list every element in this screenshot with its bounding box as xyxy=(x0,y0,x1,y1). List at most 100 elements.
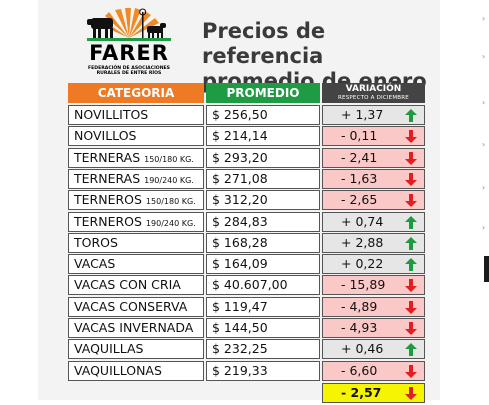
farer-logo: FARER Federación de Asociaciones Rurales… xyxy=(85,6,173,78)
variation-cell: - 0,11 xyxy=(322,126,425,147)
table-row: VAQUILLAS $ 232,25 + 0,46 xyxy=(68,339,425,360)
price-cell: $ 40.607,00 xyxy=(206,275,320,296)
variation-cell: + 0,22 xyxy=(322,254,425,275)
category-cell: VAQUILLAS xyxy=(68,339,204,360)
scrollbar-thumb[interactable] xyxy=(484,256,489,282)
category-cell: TERNERAS 190/240 KG. xyxy=(68,168,204,189)
price-cell: $ 144,50 xyxy=(206,318,320,338)
category-cell: VACAS CON CRIA xyxy=(68,275,204,296)
category-cell: VACAS INVERNADA xyxy=(68,318,204,338)
variation-cell: - 4,93 xyxy=(322,318,425,338)
price-cell: $ 232,25 xyxy=(206,339,320,360)
price-cell: $ 219,33 xyxy=(206,360,320,381)
variation-value: - 4,89 xyxy=(341,298,378,314)
table-row: TOROS $ 168,28 + 2,88 xyxy=(68,232,425,253)
variation-value: - 2,65 xyxy=(341,192,378,208)
variation-header-label: VARIACIÓN xyxy=(345,84,402,94)
variation-cell: - 4,89 xyxy=(322,296,425,317)
variation-value: + 0,46 xyxy=(341,341,384,357)
arrow-up-icon xyxy=(405,343,417,357)
variation-cell: - 6,60 xyxy=(322,360,425,381)
variation-header-sub: RESPECTO A DICIEMBRE xyxy=(338,95,409,101)
variation-value: - 0,11 xyxy=(341,128,378,144)
variation-value: - 2,41 xyxy=(341,149,378,165)
variation-cell: + 2,88 xyxy=(322,232,425,253)
arrow-down-icon xyxy=(405,130,417,144)
category-cell: VACAS CONSERVA xyxy=(68,296,204,317)
category-spec: 190/240 KG. xyxy=(145,218,196,228)
table-row: VACAS $ 164,09 + 0,22 xyxy=(68,254,425,275)
variation-value: - 15,89 xyxy=(341,277,386,293)
table-row: TERNEROS 150/180 KG. $ 312,20- 2,65 xyxy=(68,190,425,211)
category-name: TERNEROS xyxy=(74,192,142,208)
variation-cell: - 2,65 xyxy=(322,190,425,211)
price-cell: $ 214,14 xyxy=(206,126,320,147)
logo-wordmark: FARER xyxy=(89,41,169,65)
variation-value: + 0,74 xyxy=(341,213,384,229)
table-row: TERNERAS 150/180 KG. $ 293,20- 2,41 xyxy=(68,147,425,168)
arrow-down-icon xyxy=(405,300,417,314)
variation-cell: - 1,63 xyxy=(322,168,425,189)
chevron-right-icon[interactable]: › xyxy=(482,140,486,149)
chevron-right-icon[interactable]: › xyxy=(482,223,486,232)
variation-cell: + 1,37 xyxy=(322,105,425,125)
category-name: TERNERAS xyxy=(74,149,141,165)
arrow-up-icon xyxy=(405,109,417,122)
chevron-right-icon[interactable]: › xyxy=(482,14,486,23)
arrow-down-icon xyxy=(405,364,417,378)
table-row: VAQUILLONAS $ 219,33 - 6,60 xyxy=(68,360,425,381)
variation-value: - 6,60 xyxy=(341,362,378,378)
category-spec: 190/240 KG. xyxy=(144,175,194,185)
variation-cell: + 0,46 xyxy=(322,339,425,360)
price-cell: $ 119,47 xyxy=(206,296,320,317)
variation-cell: - 15,89 xyxy=(322,275,425,296)
arrow-up-icon xyxy=(405,258,417,272)
chevron-right-icon[interactable]: › xyxy=(482,98,486,107)
total-variation-value: - 2,57 xyxy=(341,384,382,400)
category-cell: NOVILLOS xyxy=(68,126,204,147)
price-cell: $ 293,20 xyxy=(206,147,320,168)
variation-value: + 0,22 xyxy=(341,256,384,272)
chevron-right-icon[interactable]: › xyxy=(482,52,486,61)
chevron-right-icon[interactable]: › xyxy=(482,183,486,192)
right-side-panel: › › › › › › xyxy=(440,0,489,400)
arrow-down-icon xyxy=(405,151,417,165)
sunburst-cattle-icon xyxy=(87,8,171,41)
price-cell: $ 271,08 xyxy=(206,168,320,189)
price-cell: $ 168,28 xyxy=(206,232,320,253)
arrow-down-icon xyxy=(405,172,417,186)
category-cell: VACAS xyxy=(68,254,204,275)
category-cell: TERNEROS 190/240 KG. xyxy=(68,211,204,232)
table-row: VACAS INVERNADA $ 144,50 - 4,93 xyxy=(68,318,425,338)
category-name: VAQUILLONAS xyxy=(74,362,162,378)
arrow-down-icon xyxy=(405,279,417,293)
table-row: VACAS CON CRIA $ 40.607,00 - 15,89 xyxy=(68,275,425,296)
category-header: CATEGORIA xyxy=(68,83,204,103)
arrow-up-icon xyxy=(405,215,417,229)
variation-value: - 4,93 xyxy=(341,320,378,335)
arrow-down-icon xyxy=(405,322,417,335)
category-spec: 150/180 KG. xyxy=(144,154,194,164)
category-name: TERNEROS xyxy=(74,213,142,229)
arrow-down-icon xyxy=(405,386,417,400)
variation-cell: - 2,41 xyxy=(322,147,425,168)
arrow-up-icon xyxy=(405,236,417,250)
price-cell: $ 164,09 xyxy=(206,254,320,275)
price-cell: $ 284,83 xyxy=(206,211,320,232)
variation-header: VARIACIÓN RESPECTO A DICIEMBRE xyxy=(322,83,425,103)
arrow-down-icon xyxy=(405,194,417,208)
category-name: NOVILLITOS xyxy=(74,107,149,122)
variation-value: - 1,63 xyxy=(341,170,378,186)
category-spec: 150/180 KG. xyxy=(145,197,196,207)
category-cell: VAQUILLONAS xyxy=(68,360,204,381)
table-row: VACAS CONSERVA $ 119,47 - 4,89 xyxy=(68,296,425,317)
category-name: TOROS xyxy=(74,234,118,250)
category-name: VACAS CONSERVA xyxy=(74,298,188,314)
category-name: VACAS CON CRIA xyxy=(74,277,181,293)
table-row: NOVILLITOS $ 256,50 + 1,37 xyxy=(68,105,425,125)
table-row: NOVILLOS $ 214,14 - 0,11 xyxy=(68,126,425,147)
variation-cell: + 0,74 xyxy=(322,211,425,232)
table-row: TERNEROS 190/240 KG. $ 284,83 + 0,74 xyxy=(68,211,425,232)
category-cell: TERNERAS 150/180 KG. xyxy=(68,147,204,168)
category-cell: TOROS xyxy=(68,232,204,253)
